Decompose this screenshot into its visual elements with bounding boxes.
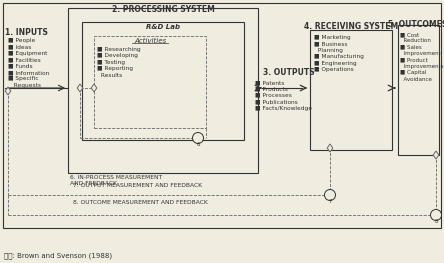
Bar — [398, 25, 439, 155]
Text: ■ Cost
  Reduction
■ Sales
  Improvement
■ Product
  Improvements
■ Capital
  Av: ■ Cost Reduction ■ Sales Improvement ■ P… — [400, 32, 444, 82]
Bar — [82, 22, 244, 140]
Text: Activities: Activities — [134, 38, 166, 44]
Text: 1. INPUTS: 1. INPUTS — [5, 28, 48, 37]
Bar — [3, 3, 441, 228]
Bar — [94, 36, 206, 128]
Text: 7: 7 — [328, 199, 332, 204]
Text: ■ Researching
■ Developing
■ Testing
■ Reporting
  Results: ■ Researching ■ Developing ■ Testing ■ R… — [97, 47, 141, 78]
Polygon shape — [5, 87, 11, 95]
Text: 8: 8 — [434, 219, 438, 224]
Text: 자료: Brown and Svenson (1988): 자료: Brown and Svenson (1988) — [4, 252, 112, 259]
Text: 3. OUTPUTS: 3. OUTPUTS — [263, 68, 315, 77]
Text: 7. OUTPUT MEASUREMENT AND FEEDBACK: 7. OUTPUT MEASUREMENT AND FEEDBACK — [73, 183, 202, 188]
Polygon shape — [77, 84, 83, 92]
Circle shape — [193, 133, 203, 144]
Text: 6: 6 — [196, 142, 200, 147]
Text: 4. RECEIVING SYSTEM: 4. RECEIVING SYSTEM — [304, 22, 398, 31]
Circle shape — [325, 190, 336, 200]
Text: ■ Patents
■ Products
■ Processes
■ Publications
■ Facts/Knowledge: ■ Patents ■ Products ■ Processes ■ Publi… — [255, 80, 312, 111]
Text: 5. OUTCOMES: 5. OUTCOMES — [388, 20, 444, 29]
Polygon shape — [327, 144, 333, 152]
Text: 2. PROCESSING SYSTEM: 2. PROCESSING SYSTEM — [111, 5, 214, 14]
Bar — [68, 8, 258, 173]
Text: 8. OUTCOME MEASUREMENT AND FEEDBACK: 8. OUTCOME MEASUREMENT AND FEEDBACK — [73, 200, 208, 205]
Circle shape — [431, 210, 441, 220]
Text: ■ Marketing
■ Business
  Planning
■ Manufacturing
■ Engineering
■ Operations: ■ Marketing ■ Business Planning ■ Manufa… — [314, 35, 364, 72]
Polygon shape — [91, 84, 97, 92]
Text: R&D Lab: R&D Lab — [146, 24, 180, 30]
Text: ■ People
■ Ideas
■ Equipment
■ Facilities
■ Funds
■ Information
■ Specific
   Re: ■ People ■ Ideas ■ Equipment ■ Facilitie… — [8, 38, 49, 88]
Polygon shape — [433, 151, 439, 159]
Text: 6. IN-PROCESS MEASUREMENT
AND FEEDBACK: 6. IN-PROCESS MEASUREMENT AND FEEDBACK — [70, 175, 162, 186]
Bar — [310, 30, 392, 150]
